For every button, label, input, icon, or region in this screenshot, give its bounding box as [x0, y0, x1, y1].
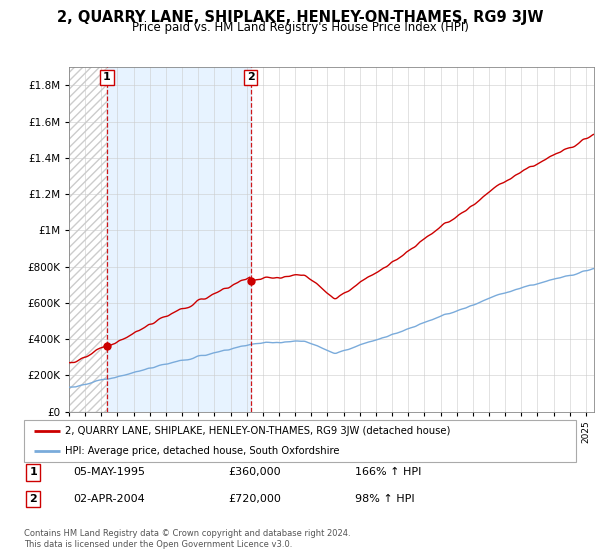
Polygon shape [69, 67, 107, 412]
Text: 98% ↑ HPI: 98% ↑ HPI [355, 494, 415, 504]
Text: 02-APR-2004: 02-APR-2004 [74, 494, 145, 504]
Text: 2: 2 [247, 72, 254, 82]
Text: 166% ↑ HPI: 166% ↑ HPI [355, 468, 422, 478]
Text: £360,000: £360,000 [228, 468, 281, 478]
Text: 2, QUARRY LANE, SHIPLAKE, HENLEY-ON-THAMES, RG9 3JW: 2, QUARRY LANE, SHIPLAKE, HENLEY-ON-THAM… [57, 10, 543, 25]
Text: Contains HM Land Registry data © Crown copyright and database right 2024.
This d: Contains HM Land Registry data © Crown c… [24, 529, 350, 549]
Text: 2: 2 [29, 494, 37, 504]
Text: 1: 1 [29, 468, 37, 478]
Text: 2, QUARRY LANE, SHIPLAKE, HENLEY-ON-THAMES, RG9 3JW (detached house): 2, QUARRY LANE, SHIPLAKE, HENLEY-ON-THAM… [65, 426, 451, 436]
Text: Price paid vs. HM Land Registry's House Price Index (HPI): Price paid vs. HM Land Registry's House … [131, 21, 469, 34]
Bar [107, 67, 251, 412]
Text: 1: 1 [103, 72, 111, 82]
FancyBboxPatch shape [24, 420, 576, 462]
Text: £720,000: £720,000 [228, 494, 281, 504]
Text: 05-MAY-1995: 05-MAY-1995 [74, 468, 146, 478]
Text: HPI: Average price, detached house, South Oxfordshire: HPI: Average price, detached house, Sout… [65, 446, 340, 456]
